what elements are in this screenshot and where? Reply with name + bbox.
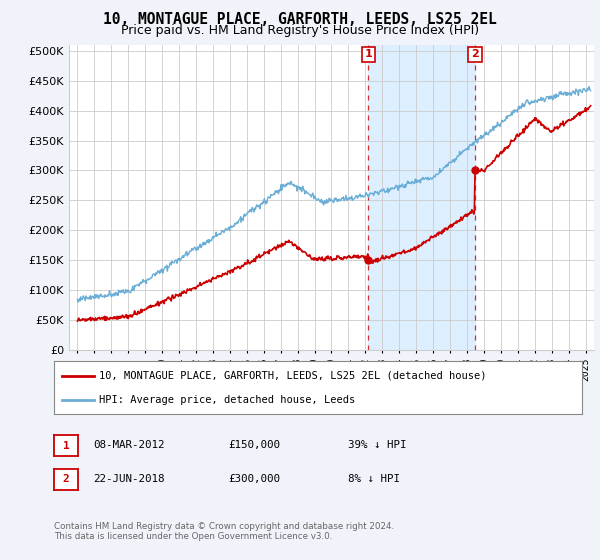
Text: 10, MONTAGUE PLACE, GARFORTH, LEEDS, LS25 2EL: 10, MONTAGUE PLACE, GARFORTH, LEEDS, LS2…: [103, 12, 497, 27]
Text: 8% ↓ HPI: 8% ↓ HPI: [348, 474, 400, 484]
Text: 2: 2: [62, 474, 70, 484]
Text: Price paid vs. HM Land Registry's House Price Index (HPI): Price paid vs. HM Land Registry's House …: [121, 24, 479, 36]
Text: 39% ↓ HPI: 39% ↓ HPI: [348, 440, 407, 450]
Text: HPI: Average price, detached house, Leeds: HPI: Average price, detached house, Leed…: [99, 395, 355, 405]
Text: 10, MONTAGUE PLACE, GARFORTH, LEEDS, LS25 2EL (detached house): 10, MONTAGUE PLACE, GARFORTH, LEEDS, LS2…: [99, 371, 487, 381]
Text: 08-MAR-2012: 08-MAR-2012: [93, 440, 164, 450]
Text: 22-JUN-2018: 22-JUN-2018: [93, 474, 164, 484]
Text: 1: 1: [62, 441, 70, 451]
Bar: [368, 45, 475, 350]
Text: £150,000: £150,000: [228, 440, 280, 450]
Text: £300,000: £300,000: [228, 474, 280, 484]
Text: Contains HM Land Registry data © Crown copyright and database right 2024.
This d: Contains HM Land Registry data © Crown c…: [54, 522, 394, 542]
Text: 2: 2: [471, 49, 479, 59]
Text: 1: 1: [365, 49, 372, 59]
